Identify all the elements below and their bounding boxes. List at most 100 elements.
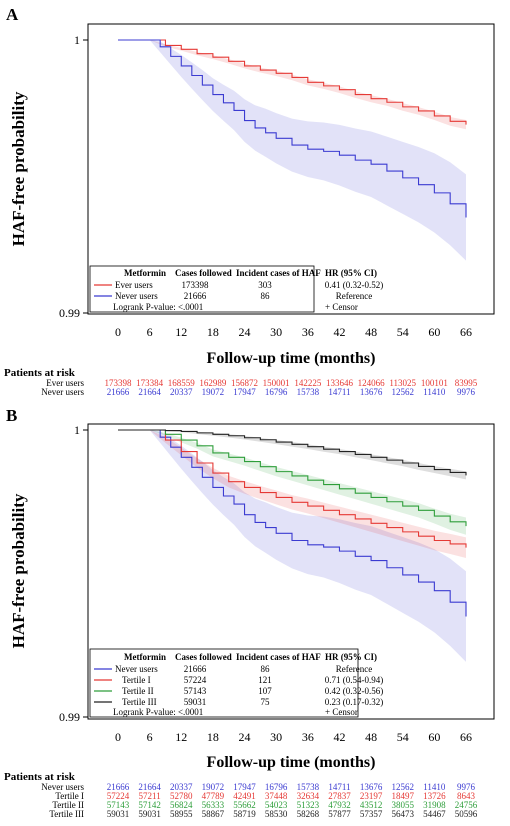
legend-incident-ever: 303 (258, 280, 272, 290)
at-risk-value: 24756 (455, 800, 478, 810)
legend-cases-ever: 173398 (182, 280, 210, 290)
at-risk-value: 150001 (263, 378, 290, 388)
at-risk-value: 173384 (136, 378, 164, 388)
at-risk-value: 52780 (170, 791, 193, 801)
ci-band-never-users (118, 430, 466, 662)
at-risk-value: 51323 (297, 800, 320, 810)
at-risk-value: 58867 (202, 809, 225, 819)
panel-a: A HAF-free probability Follow-up time (m… (4, 5, 495, 397)
y-tick-label: 0.99 (59, 306, 80, 320)
at-risk-value: 54467 (423, 809, 446, 819)
legend-incident-never: 86 (261, 664, 271, 674)
y-tick-label: 0.99 (59, 710, 80, 724)
legend-cases-tertile-3: 59031 (184, 697, 207, 707)
legend-frame (89, 265, 315, 313)
y-axis-label: HAF-free probability (9, 493, 28, 648)
plot-frame (87, 23, 495, 315)
at-risk-value: 57142 (138, 800, 161, 810)
x-tick-label: 18 (207, 730, 219, 744)
at-risk-value: 57143 (107, 800, 130, 810)
at-risk-value: 56333 (202, 800, 225, 810)
legend-cases-never: 21666 (184, 291, 207, 301)
panel-label: B (6, 406, 17, 425)
at-risk-value: 16796 (265, 782, 288, 792)
at-risk-value: 12562 (391, 387, 414, 397)
at-risk-value: 20337 (170, 387, 193, 397)
x-tick-label: 12 (175, 730, 187, 744)
legend-header-hr: HR (95% CI) (325, 652, 377, 662)
legend-hr-never: Reference (336, 664, 372, 674)
at-risk-value: 11410 (423, 782, 446, 792)
legend-hr-ever: 0.41 (0.32-0.52) (325, 280, 384, 290)
y-axis-label: HAF-free probability (9, 91, 28, 246)
at-risk-value: 8643 (457, 791, 476, 801)
at-risk-value: 113025 (389, 378, 416, 388)
at-risk-value: 15738 (297, 387, 320, 397)
x-tick-label: 66 (460, 325, 472, 339)
at-risk-value: 57357 (360, 809, 383, 819)
at-risk-value: 83995 (455, 378, 478, 388)
at-risk-value: 21666 (107, 782, 130, 792)
legend-incident-never: 86 (261, 291, 271, 301)
legend-header-incident: Incident cases of HAF (236, 652, 321, 662)
km-curve-never-users (118, 39, 467, 218)
at-risk-row-label: Tertile I (55, 791, 84, 801)
x-axis-label: Follow-up time (months) (207, 350, 376, 367)
at-risk-value: 16796 (265, 387, 288, 397)
x-tick-label: 24 (239, 325, 251, 339)
at-risk-value: 168559 (168, 378, 196, 388)
at-risk-row-label: Tertile III (49, 809, 84, 819)
legend-frame (89, 648, 359, 718)
at-risk-value: 58719 (233, 809, 256, 819)
at-risk-value: 124066 (358, 378, 386, 388)
legend-cases-tertile-2: 57143 (184, 686, 207, 696)
at-risk-value: 43512 (360, 800, 383, 810)
at-risk-title: Patients at risk (4, 771, 76, 783)
at-risk-value: 57877 (328, 809, 351, 819)
at-risk-value: 59031 (138, 809, 161, 819)
at-risk-value: 21664 (138, 782, 161, 792)
at-risk-value: 47932 (328, 800, 351, 810)
at-risk-value: 54023 (265, 800, 288, 810)
at-risk-value: 12562 (391, 782, 414, 792)
x-tick-label: 12 (175, 325, 187, 339)
legend-logrank: Logrank P-value: <.0001 (113, 302, 203, 312)
x-tick-label: 30 (270, 730, 282, 744)
at-risk-value: 17947 (233, 387, 256, 397)
at-risk-value: 31908 (423, 800, 446, 810)
x-tick-label: 42 (333, 325, 345, 339)
at-risk-value: 50596 (455, 809, 478, 819)
legend-censor: + Censor (325, 302, 358, 312)
y-tick-label: 1 (74, 423, 80, 437)
at-risk-value: 17947 (233, 782, 256, 792)
legend-box: Metformin Cases followed Incident cases … (89, 265, 384, 313)
legend-hr-never: Reference (336, 291, 372, 301)
legend-label-never: Never users (115, 664, 158, 674)
x-tick-label: 18 (207, 325, 219, 339)
x-tick-label: 36 (302, 325, 314, 339)
ci-band-tertile-i (118, 430, 466, 559)
legend-hr-tertile-3: 0.23 (0.17-0.32) (325, 697, 384, 707)
legend-header-cases: Cases followed (175, 268, 232, 278)
at-risk-value: 47789 (202, 791, 225, 801)
at-risk-value: 23197 (360, 791, 383, 801)
at-risk-value: 57211 (139, 791, 161, 801)
at-risk-value: 37448 (265, 791, 288, 801)
legend-header-metformin: Metformin (124, 652, 166, 662)
at-risk-value: 15738 (297, 782, 320, 792)
at-risk-value: 56473 (391, 809, 414, 819)
at-risk-value: 9976 (457, 387, 476, 397)
at-risk-value: 21664 (138, 387, 161, 397)
at-risk-value: 11410 (423, 387, 446, 397)
at-risk-value: 38055 (391, 800, 414, 810)
legend-label-tertile-3: Tertile III (122, 697, 157, 707)
x-tick-label: 60 (428, 730, 440, 744)
legend-hr-tertile-2: 0.42 (0.32-0.56) (325, 686, 384, 696)
at-risk-value: 162989 (199, 378, 227, 388)
x-tick-label: 0 (115, 730, 121, 744)
km-curve-tertile-iii (118, 429, 467, 476)
x-tick-label: 60 (428, 325, 440, 339)
at-risk-title: Patients at risk (4, 367, 76, 379)
at-risk-value: 55662 (233, 800, 256, 810)
at-risk-value: 59031 (107, 809, 130, 819)
